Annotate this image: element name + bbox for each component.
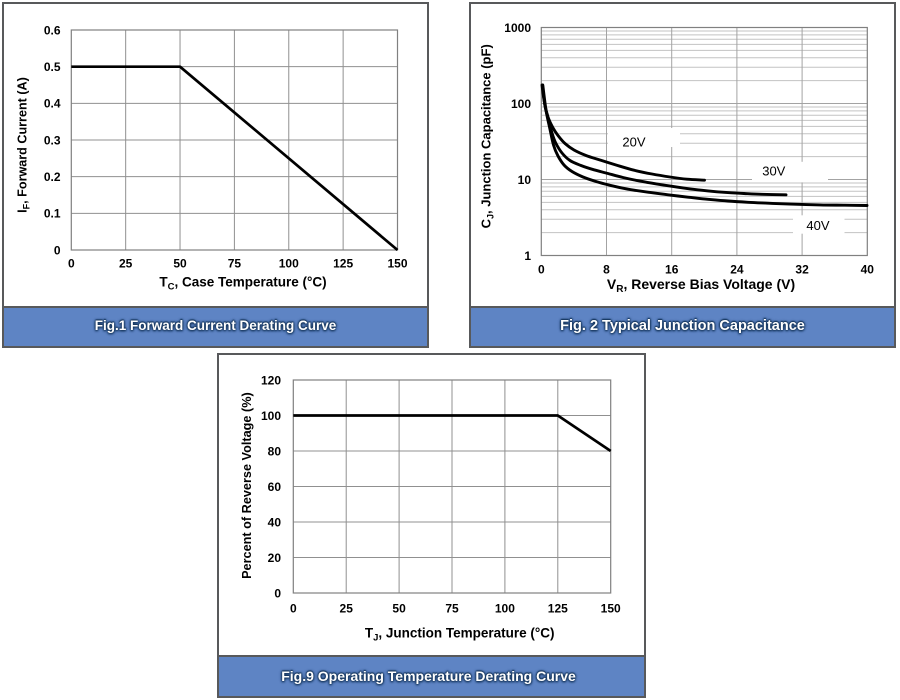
svg-text:150: 150 [601,602,621,616]
svg-text:1000: 1000 [504,21,531,35]
svg-text:0: 0 [274,586,281,600]
svg-text:16: 16 [665,263,679,277]
svg-text:0.2: 0.2 [44,170,61,184]
svg-text:40: 40 [861,263,875,277]
svg-text:32: 32 [795,263,809,277]
svg-text:40V: 40V [806,218,829,233]
svg-text:100: 100 [495,602,515,616]
svg-text:0.4: 0.4 [44,97,61,111]
svg-text:80: 80 [268,444,282,458]
svg-text:40: 40 [268,515,282,529]
svg-text:0.3: 0.3 [44,133,61,147]
svg-text:50: 50 [173,257,187,271]
svg-text:1: 1 [524,249,531,263]
svg-text:0.1: 0.1 [44,207,61,221]
svg-text:TJ, Junction Temperature (°C): TJ, Junction Temperature (°C) [365,626,555,644]
svg-text:75: 75 [228,257,242,271]
svg-text:TC, Case Temperature (°C): TC, Case Temperature (°C) [159,275,326,293]
svg-text:CJ, Junction Capacitance (pF): CJ, Junction Capacitance (pF) [479,44,496,228]
svg-text:10: 10 [518,173,532,187]
svg-text:20V: 20V [622,135,645,150]
svg-text:0.6: 0.6 [44,23,61,37]
svg-text:0: 0 [68,257,75,271]
svg-text:60: 60 [268,480,282,494]
svg-text:IF, Forward Current (A): IF, Forward Current (A) [16,77,32,213]
svg-text:VR, Reverse Bias Voltage (V): VR, Reverse Bias Voltage (V) [607,276,795,295]
svg-text:0.5: 0.5 [44,60,61,74]
svg-text:75: 75 [445,602,459,616]
svg-text:100: 100 [279,257,299,271]
svg-text:100: 100 [261,409,281,423]
svg-text:125: 125 [548,602,568,616]
svg-text:20: 20 [268,551,282,565]
svg-text:25: 25 [119,257,133,271]
svg-text:125: 125 [333,257,353,271]
svg-text:24: 24 [730,263,744,277]
svg-text:150: 150 [387,257,407,271]
svg-text:0: 0 [54,243,61,257]
svg-text:0: 0 [290,602,297,616]
svg-text:Percent of Reverse Voltage (%): Percent of Reverse Voltage (%) [240,392,254,579]
svg-text:0: 0 [538,263,545,277]
svg-text:50: 50 [392,602,406,616]
svg-text:100: 100 [511,97,531,111]
svg-text:8: 8 [603,263,610,277]
svg-text:30V: 30V [762,164,785,179]
svg-text:25: 25 [340,602,354,616]
svg-text:120: 120 [261,373,281,387]
